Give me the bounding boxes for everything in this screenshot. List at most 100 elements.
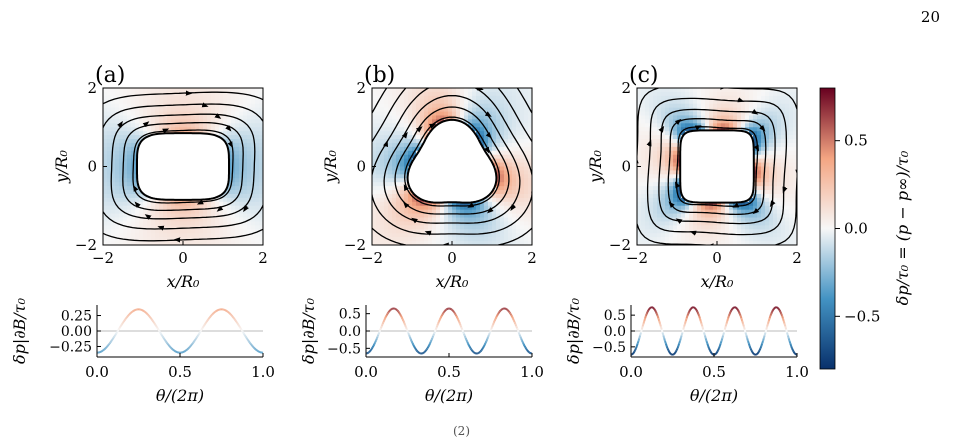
field-cell (259, 190, 263, 195)
field-cell (657, 201, 662, 207)
field-cell (127, 107, 132, 112)
field-cell (111, 95, 116, 101)
field-cell (693, 241, 698, 245)
field-cell (219, 217, 224, 222)
field-cell (649, 233, 654, 238)
field-cell (524, 95, 529, 101)
field-cell (171, 115, 176, 120)
field-cell (757, 182, 762, 187)
field-cell (376, 170, 381, 175)
field-cell (404, 127, 409, 132)
field-cell (179, 237, 184, 242)
field-cell (717, 119, 722, 124)
field-cell (480, 205, 485, 211)
field-cell (396, 88, 401, 93)
field-cell (159, 237, 164, 242)
field-cell (392, 213, 397, 218)
field-cell (773, 174, 778, 179)
field-cell (681, 213, 686, 218)
field-cell (749, 213, 754, 218)
field-cell (235, 241, 240, 245)
field-cell (689, 119, 694, 124)
field-cell (115, 123, 120, 128)
field-cell (380, 107, 385, 112)
field-cell (500, 119, 505, 124)
x-tick-label: 2 (258, 249, 268, 267)
field-cell (496, 88, 501, 93)
field-cell (504, 193, 509, 199)
field-cell (211, 217, 216, 222)
field-cell (452, 217, 457, 222)
field-cell (119, 209, 124, 215)
field-cell (203, 229, 208, 234)
field-cell (757, 166, 762, 171)
field-cell (243, 142, 248, 148)
field-cell (239, 241, 244, 245)
field-cell (239, 95, 244, 101)
field-cell (452, 213, 457, 218)
field-cell (649, 146, 654, 152)
field-cell (649, 131, 654, 136)
field-cell (480, 201, 485, 207)
field-cell (416, 197, 421, 203)
field-cell (773, 193, 778, 199)
field-cell (476, 217, 481, 222)
field-cell (677, 91, 682, 97)
field-cell (219, 229, 224, 234)
field-cell (396, 213, 401, 218)
field-cell (492, 131, 497, 136)
field-cell (231, 131, 236, 136)
field-cell (516, 131, 521, 136)
field-cell (456, 233, 461, 238)
field-cell (388, 186, 393, 191)
field-cell (243, 158, 248, 163)
field-cell (777, 123, 782, 128)
field-cell (404, 237, 409, 242)
field-cell (400, 170, 405, 175)
field-cell (713, 88, 718, 93)
field-cell (512, 241, 517, 245)
field-cell (721, 241, 726, 245)
field-cell (107, 170, 112, 175)
field-cell (745, 91, 750, 97)
field-cell (725, 107, 730, 112)
field-cell (167, 99, 172, 105)
field-cell (512, 150, 517, 156)
field-cell (243, 95, 248, 101)
field-cell (247, 146, 252, 152)
field-cell (107, 91, 112, 97)
field-cell (516, 201, 521, 207)
boundary-curve-segment (118, 326, 122, 329)
field-cell (235, 174, 240, 179)
field-cell (705, 217, 710, 222)
field-cell (709, 111, 714, 116)
field-cell (665, 225, 670, 230)
field-cell (127, 209, 132, 215)
field-cell (452, 209, 457, 215)
field-cell (211, 91, 216, 97)
field-cell (777, 154, 782, 160)
field-cell (159, 209, 164, 215)
field-cell (163, 95, 168, 101)
field-cell (733, 103, 738, 109)
field-cell (464, 103, 469, 109)
field-cell (645, 170, 650, 175)
streamline (103, 91, 263, 242)
field-cell (681, 237, 686, 242)
field-cell (717, 209, 722, 215)
field-cell (207, 123, 212, 128)
field-cell (773, 119, 778, 124)
field-cell (183, 123, 188, 128)
field-cell (488, 119, 493, 124)
field-cell (167, 241, 172, 245)
field-cell (203, 221, 208, 226)
field-cell (219, 119, 224, 124)
field-cell (376, 209, 381, 215)
field-cell (641, 229, 646, 234)
field-cell (721, 95, 726, 101)
field-cell (243, 186, 248, 191)
field-cell (255, 193, 260, 199)
field-cell (516, 186, 521, 191)
field-cell (191, 221, 196, 226)
field-cell (709, 88, 714, 93)
